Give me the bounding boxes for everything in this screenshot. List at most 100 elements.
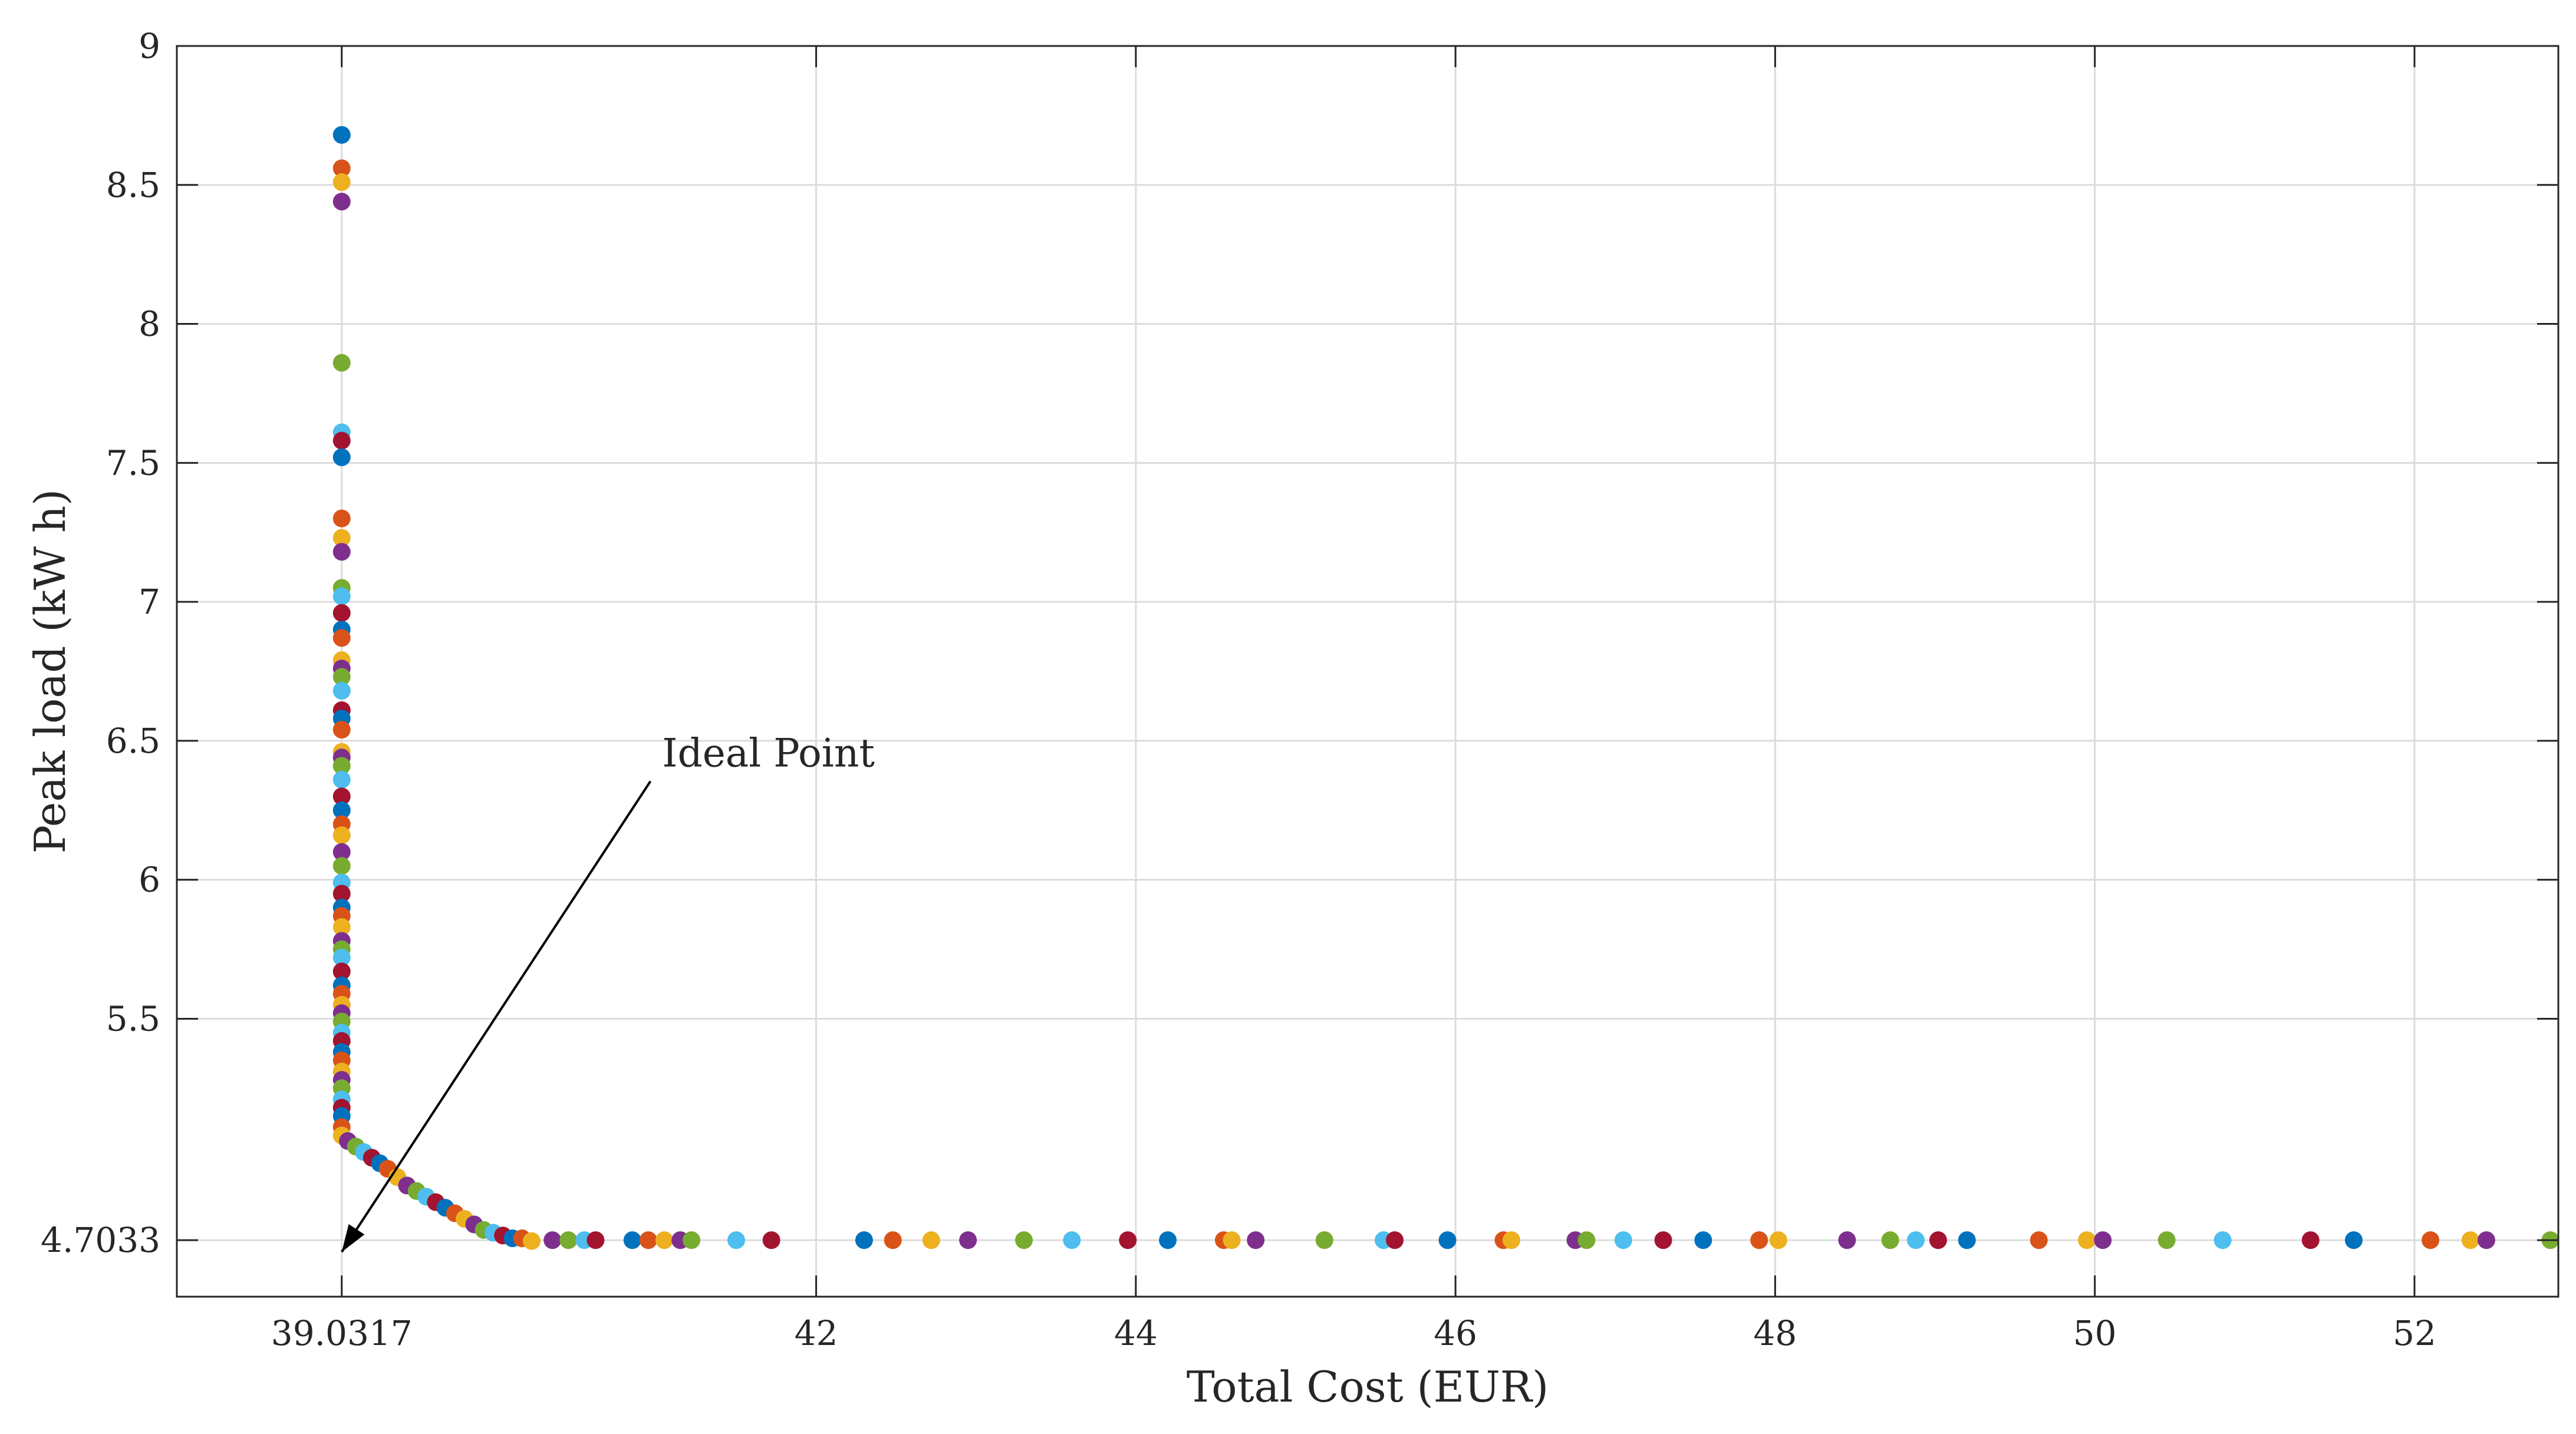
x-axis-title: Total Cost (EUR) (1187, 1362, 1549, 1412)
data-point (1386, 1231, 1404, 1250)
data-point (655, 1231, 673, 1250)
data-point (2030, 1231, 2048, 1250)
data-point (559, 1231, 578, 1250)
data-point (2477, 1231, 2495, 1250)
y-axis-title: Peak load (kW h) (25, 489, 75, 854)
data-point (639, 1231, 657, 1250)
data-point (922, 1231, 940, 1250)
data-point (332, 126, 351, 144)
y-tick-label: 7.5 (106, 443, 160, 483)
data-point (1015, 1231, 1033, 1250)
annotation: Ideal Point (341, 730, 875, 1253)
x-tick-label: 39.0317 (271, 1313, 413, 1353)
data-point (332, 857, 351, 875)
data-point (332, 354, 351, 372)
data-point (332, 193, 351, 211)
data-point (332, 431, 351, 450)
data-point (332, 173, 351, 192)
data-point (1315, 1231, 1333, 1250)
data-point (2157, 1231, 2176, 1250)
data-point (623, 1231, 641, 1250)
data-point (959, 1231, 977, 1250)
data-point (332, 843, 351, 861)
data-point (332, 159, 351, 177)
data-point (1694, 1231, 1712, 1250)
data-points (332, 126, 2559, 1250)
data-point (332, 448, 351, 466)
data-point (332, 587, 351, 605)
data-point (2344, 1231, 2363, 1250)
data-point (2094, 1231, 2112, 1250)
data-point (332, 801, 351, 819)
x-tick-label: 52 (2393, 1313, 2436, 1353)
x-tick-label: 48 (1754, 1313, 1797, 1353)
data-point (1159, 1231, 1177, 1250)
y-tick-label: 4.7033 (41, 1220, 160, 1260)
data-point (1750, 1231, 1768, 1250)
data-point (1654, 1231, 1672, 1250)
y-tick-label: 7 (139, 582, 160, 622)
data-point (1907, 1231, 1925, 1250)
x-tick-label: 44 (1114, 1313, 1158, 1353)
data-point (1838, 1231, 1856, 1250)
annotation-arrowhead (341, 1224, 365, 1252)
data-point (1577, 1231, 1596, 1250)
data-point (332, 770, 351, 789)
y-tick-label: 9 (139, 26, 160, 66)
data-point (2078, 1231, 2096, 1250)
data-point (1958, 1231, 1976, 1250)
data-point (1119, 1231, 1137, 1250)
y-tick-label: 5.5 (106, 998, 160, 1039)
data-point (587, 1231, 605, 1250)
data-point (855, 1231, 873, 1250)
axis-ticks: 39.0317 42 44 46 48 50 52 4.7033 5.5 6 6.5 7 7.5 8 8.5… (41, 26, 2558, 1353)
y-tick-label: 6.5 (106, 721, 160, 761)
annotation-arrow (341, 780, 652, 1253)
x-tick-label: 46 (1434, 1313, 1477, 1353)
data-point (332, 668, 351, 686)
data-point (332, 962, 351, 981)
y-tick-label: 8.5 (106, 165, 160, 205)
annotation-label: Ideal Point (662, 730, 874, 776)
data-point (332, 918, 351, 936)
data-point (2301, 1231, 2320, 1250)
data-point (332, 543, 351, 561)
data-point (1438, 1231, 1457, 1250)
data-point (727, 1231, 745, 1250)
y-tick-label: 6 (139, 860, 160, 900)
data-point (332, 721, 351, 739)
data-point (1503, 1231, 1521, 1250)
data-point (1929, 1231, 1947, 1250)
data-point (1614, 1231, 1632, 1250)
data-point (332, 629, 351, 647)
data-point (762, 1231, 780, 1250)
data-point (1063, 1231, 1081, 1250)
data-point (2461, 1231, 2479, 1250)
plot-frame (176, 45, 2559, 1298)
x-tick-label: 50 (2073, 1313, 2117, 1353)
data-point (683, 1231, 701, 1250)
data-point (332, 826, 351, 845)
data-point (1769, 1231, 1787, 1250)
data-point (332, 604, 351, 622)
plot-area (177, 46, 2558, 1297)
data-point (332, 885, 351, 903)
data-point (332, 757, 351, 775)
data-point (1247, 1231, 1265, 1250)
data-point (543, 1231, 562, 1250)
data-point (332, 509, 351, 528)
data-point (332, 787, 351, 806)
data-point (1881, 1231, 1899, 1250)
data-point (884, 1231, 902, 1250)
data-point (1223, 1231, 1241, 1250)
data-point (2213, 1231, 2232, 1250)
data-point (522, 1232, 541, 1250)
data-point (332, 529, 351, 547)
y-tick-label: 8 (139, 304, 160, 344)
data-point (332, 682, 351, 700)
x-tick-label: 42 (795, 1313, 838, 1353)
data-point (332, 948, 351, 967)
data-point (2422, 1231, 2440, 1250)
